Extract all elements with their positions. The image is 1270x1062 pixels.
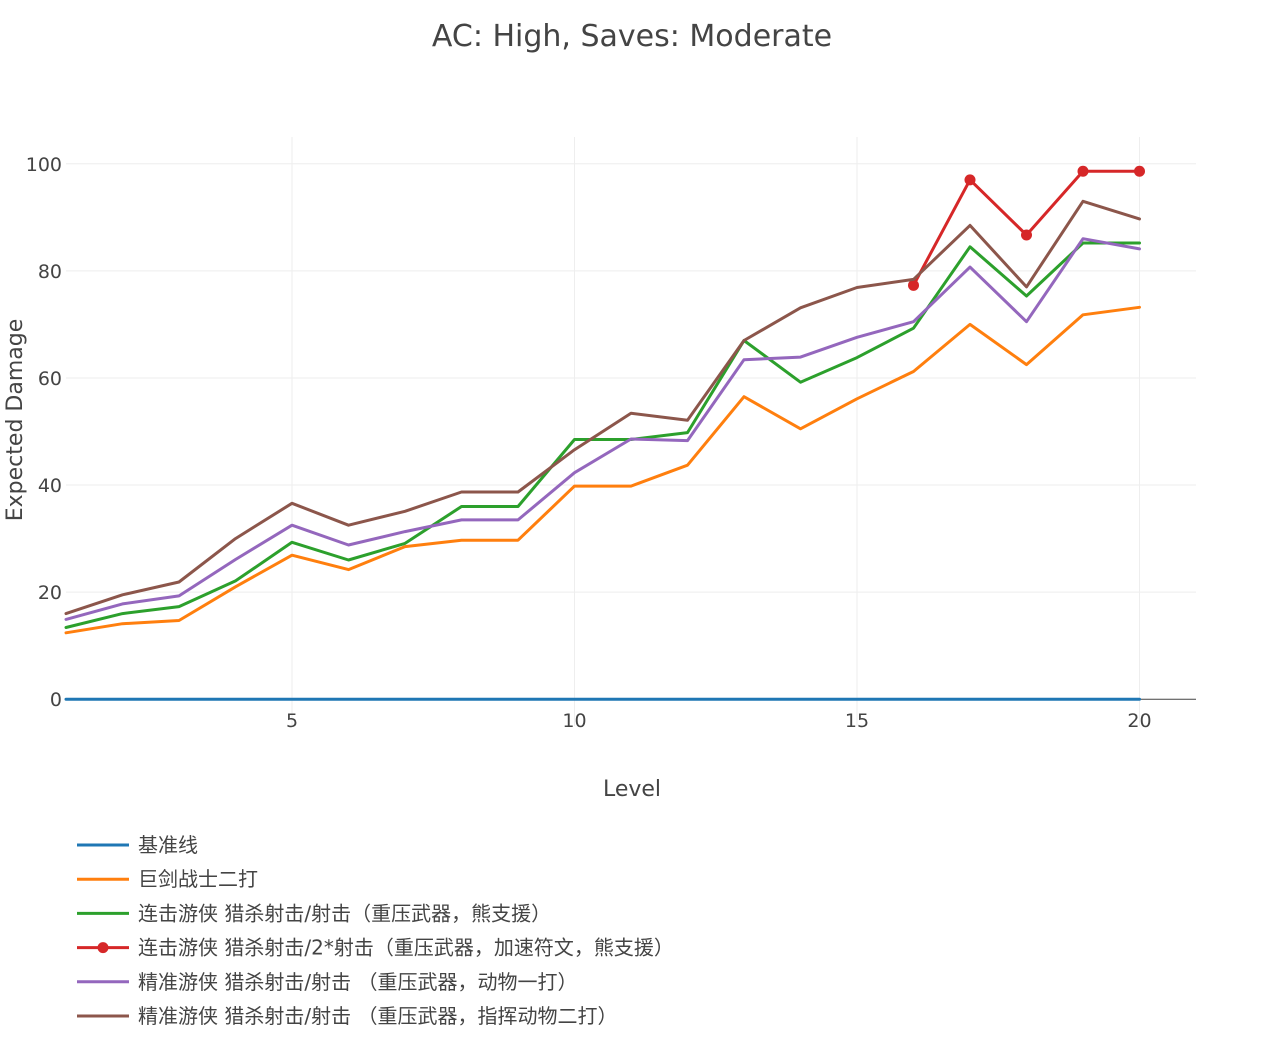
legend-label-2: 连击游侠 猎杀射击/射击（重压武器，熊支援） [138,901,551,925]
legend-item-4[interactable]: 精准游侠 猎杀射击/射击 （重压武器，动物一打） [77,970,577,994]
series-line-2 [64,241,1141,629]
y-tick-label-3: 60 [38,368,62,390]
x-tick-label-0: 5 [286,710,298,732]
x-tick-label-1: 10 [562,710,586,732]
x-tick-label-2: 15 [845,710,869,732]
series-lines [64,165,1145,701]
legend-label-1: 巨剑战士二打 [138,867,258,891]
legend-marker-3 [97,942,109,954]
legend-item-3[interactable]: 连击游侠 猎杀射击/2*射击（重压武器，加速符文，熊支援） [77,936,674,960]
y-tick-label-4: 80 [38,261,62,283]
legend-label-4: 精准游侠 猎杀射击/射击 （重压武器，动物一打） [138,970,577,994]
series-3-point-0 [908,279,919,291]
legend-item-5[interactable]: 精准游侠 猎杀射击/射击 （重压武器，指挥动物二打） [77,1004,617,1028]
x-axis-title: Level [603,777,661,802]
series-3-point-4 [1134,165,1145,177]
y-axis-title: Expected Damage [3,319,28,521]
legend-label-0: 基准线 [138,833,198,857]
y-tick-label-2: 40 [38,475,62,497]
axes: 5 10 15 20 0 20 40 60 80 100 [26,154,1152,732]
y-tick-label-5: 100 [26,154,62,176]
x-tick-label-3: 20 [1127,710,1151,732]
legend-item-1[interactable]: 巨剑战士二打 [77,867,258,891]
series-line-4 [64,237,1141,621]
series-3-point-2 [1021,229,1032,241]
series-line-1 [64,305,1141,635]
y-tick-label-1: 20 [38,582,62,604]
y-tick-label-0: 0 [50,689,62,711]
legend-item-2[interactable]: 连击游侠 猎杀射击/射击（重压武器，熊支援） [77,901,551,925]
series-3-point-3 [1077,165,1089,177]
legend-label-3: 连击游侠 猎杀射击/2*射击（重压武器，加速符文，熊支援） [138,936,674,960]
legend-item-0[interactable]: 基准线 [77,833,198,857]
legend-label-5: 精准游侠 猎杀射击/射击 （重压武器，指挥动物二打） [138,1004,617,1028]
gridlines [66,137,1196,726]
series-3-point-1 [964,174,976,186]
chart-title: AC: High, Saves: Moderate [432,19,832,54]
series-line-5 [64,199,1141,616]
